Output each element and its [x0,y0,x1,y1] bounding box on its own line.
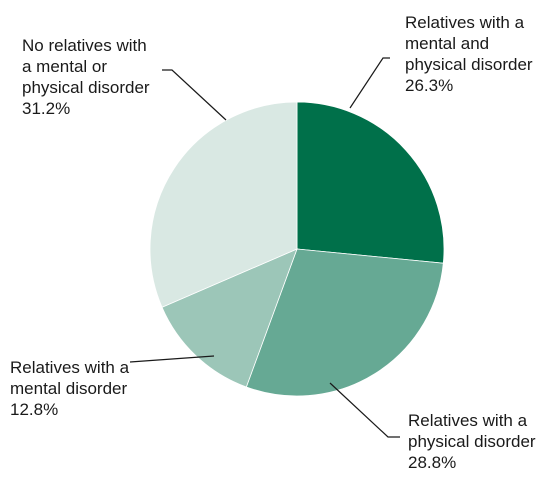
slice-label-2: Relatives with a physical disorder 28.8% [408,411,536,472]
pie-slice-1 [296,101,445,264]
slice-label-line: a mental or [22,57,107,76]
slice-label-1: Relatives with a mental and physical disor… [405,13,533,95]
slice-label-line: mental and [405,34,489,53]
slice-label-3: Relatives with a mental disorder 12.8% [10,358,130,419]
slice-label-line: physical disorder [22,78,150,97]
slice-value-label: 28.8% [408,453,456,472]
slice-labels: Relatives with a mental and physical disor… [10,13,536,472]
slice-value-label: 12.8% [10,400,58,419]
leader-line-1 [349,57,390,109]
slice-label-line: mental disorder [10,379,128,398]
leader-lines [129,57,400,438]
slice-value-label: 31.2% [22,99,70,118]
slice-label-4: No relatives with a mental or physical dis… [22,36,150,118]
leader-line-3 [129,355,215,363]
slice-label-line: No relatives with [22,36,147,55]
slice-label-line: Relatives with a [408,411,528,430]
leader-line-2 [329,382,400,438]
slice-label-line: Relatives with a [10,358,130,377]
slice-value-label: 26.3% [405,76,453,95]
pie-slice-3 [161,248,298,388]
slice-label-line: physical disorder [408,432,536,451]
slice-label-line: physical disorder [405,55,533,74]
pie-slices [149,101,445,397]
pie-slice-4 [149,101,298,308]
slice-label-line: Relatives with a [405,13,525,32]
pie-slice-2 [245,248,444,397]
leader-line-4 [162,69,227,121]
